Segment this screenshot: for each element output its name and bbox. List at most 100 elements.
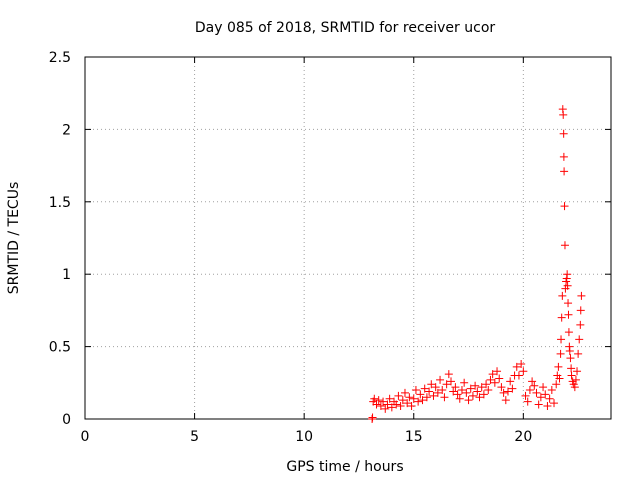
data-point — [477, 383, 486, 392]
x-axis-label: GPS time / hours — [286, 459, 403, 475]
data-point — [554, 362, 563, 371]
y-tick-label: 0.5 — [49, 340, 71, 356]
data-point — [462, 388, 471, 397]
data-point — [440, 393, 449, 402]
data-point — [512, 362, 521, 371]
y-tick-label: 0 — [62, 412, 71, 428]
data-point — [433, 388, 442, 397]
data-point — [482, 380, 491, 389]
data-point — [559, 110, 568, 119]
data-point — [422, 393, 431, 402]
data-point — [563, 281, 572, 290]
data-point — [532, 388, 541, 397]
y-tick-label: 1.5 — [49, 195, 71, 211]
data-point — [457, 386, 466, 395]
x-tick-label: 5 — [190, 429, 199, 445]
data-point — [479, 390, 488, 399]
data-point — [471, 381, 480, 390]
data-point — [573, 367, 582, 376]
data-point — [517, 359, 526, 368]
data-point — [560, 241, 569, 250]
data-point — [534, 400, 543, 409]
data-point — [370, 394, 379, 403]
data-point — [564, 310, 573, 319]
data-point — [556, 349, 565, 358]
data-point — [451, 383, 460, 392]
data-point — [557, 335, 566, 344]
data-point — [429, 391, 438, 400]
data-point — [411, 386, 420, 395]
data-point — [403, 399, 412, 408]
data-point — [536, 393, 545, 402]
data-point — [490, 378, 499, 387]
data-point — [528, 377, 537, 386]
data-point — [541, 390, 550, 399]
data-point — [564, 328, 573, 337]
data-point — [468, 391, 477, 400]
data-point — [418, 396, 427, 405]
x-tick-label: 20 — [514, 429, 532, 445]
data-point — [400, 388, 409, 397]
data-point — [514, 371, 523, 380]
data-point — [576, 306, 585, 315]
data-point — [460, 378, 469, 387]
data-point — [565, 346, 574, 355]
data-point — [381, 404, 390, 413]
data-point — [501, 396, 510, 405]
data-point — [495, 374, 504, 383]
x-tick-label: 10 — [295, 429, 313, 445]
x-tick-label: 15 — [405, 429, 423, 445]
data-point — [379, 397, 388, 406]
data-point — [398, 396, 407, 405]
data-point — [425, 387, 434, 396]
data-point — [455, 394, 464, 403]
data-point — [574, 349, 583, 358]
data-point — [493, 367, 502, 376]
data-point — [372, 400, 381, 409]
y-tick-label: 1 — [62, 267, 71, 283]
plot-frame — [84, 56, 612, 420]
data-point — [550, 399, 559, 408]
data-point — [376, 401, 385, 410]
data-point — [383, 400, 392, 409]
data-point — [567, 364, 576, 373]
data-point — [497, 383, 506, 392]
data-point — [396, 401, 405, 410]
data-point — [571, 375, 580, 384]
data-point — [577, 291, 586, 300]
data-point — [503, 387, 512, 396]
grid-layer — [85, 57, 611, 419]
data-point — [519, 367, 528, 376]
data-point — [558, 291, 567, 300]
data-point — [508, 384, 517, 393]
data-point — [420, 384, 429, 393]
data-point — [557, 313, 566, 322]
data-point — [436, 375, 445, 384]
data-point — [560, 167, 569, 176]
data-point — [552, 380, 561, 389]
data-point — [575, 335, 584, 344]
data-point — [385, 394, 394, 403]
data-point — [416, 390, 425, 399]
y-tick-label: 2 — [62, 122, 71, 138]
data-point — [466, 384, 475, 393]
data-point — [449, 387, 458, 396]
data-point — [555, 374, 564, 383]
data-point — [484, 386, 493, 395]
data-point — [560, 202, 569, 211]
data-point — [447, 377, 456, 386]
tick-layer: 0 5 10 15 20 0 0.5 1 1.5 2 2.5 — [49, 50, 611, 445]
data-point — [525, 386, 534, 395]
data-point — [414, 397, 423, 406]
data-point — [405, 393, 414, 402]
data-point — [506, 377, 515, 386]
data-point — [407, 401, 416, 410]
data-point — [523, 397, 532, 406]
data-point — [547, 386, 556, 395]
data-point — [394, 391, 403, 400]
points-layer — [368, 105, 586, 423]
data-point — [521, 391, 530, 400]
data-point — [576, 320, 585, 329]
data-point — [387, 403, 396, 412]
data-point — [543, 401, 552, 410]
